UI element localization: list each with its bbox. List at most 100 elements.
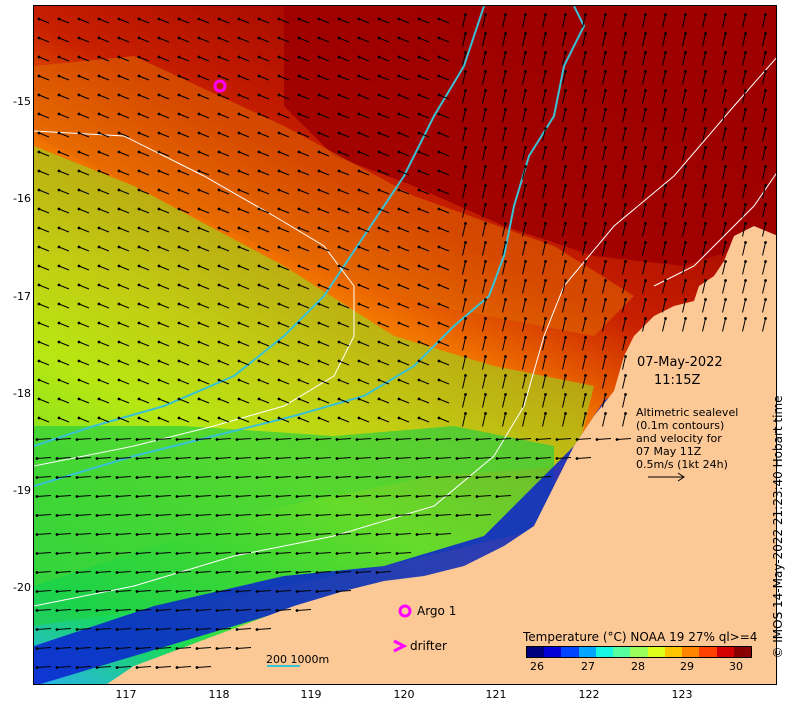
- vector-head: [197, 264, 201, 268]
- vector-head: [375, 571, 379, 574]
- velocity-vector: [58, 113, 70, 119]
- vector-head: [624, 165, 627, 168]
- velocity-vector: [516, 457, 532, 459]
- vector-head: [357, 283, 361, 287]
- velocity-vector: [378, 246, 390, 252]
- velocity-vector: [602, 337, 606, 351]
- vector-head: [484, 146, 487, 149]
- vector-head: [277, 188, 281, 192]
- vector-head: [177, 169, 181, 173]
- velocity-vector: [562, 52, 566, 66]
- velocity-vector: [198, 56, 210, 62]
- velocity-vector: [542, 52, 546, 66]
- vector-head: [217, 340, 221, 344]
- velocity-vector: [176, 666, 192, 668]
- velocity-vector: [742, 299, 746, 313]
- velocity-vector: [216, 533, 232, 535]
- x-tick: 117: [115, 688, 137, 701]
- velocity-vector: [158, 265, 170, 271]
- velocity-vector: [36, 647, 52, 649]
- velocity-vector: [36, 552, 52, 554]
- vector-head: [97, 321, 101, 325]
- velocity-vector: [742, 109, 746, 123]
- vector-head: [117, 397, 121, 401]
- vector-head: [117, 416, 121, 420]
- vector-head: [217, 112, 221, 116]
- vector-head: [277, 302, 281, 306]
- velocity-vector: [336, 571, 352, 573]
- vector-head: [215, 514, 219, 517]
- vector-head: [724, 260, 727, 263]
- vector-head: [564, 184, 567, 187]
- vector-head: [544, 13, 547, 16]
- velocity-vector: [298, 18, 310, 24]
- velocity-vector: [398, 322, 410, 328]
- vector-head: [564, 279, 567, 282]
- vector-head: [335, 457, 339, 460]
- vector-head: [744, 108, 747, 111]
- velocity-vector: [378, 113, 390, 119]
- vector-head: [217, 416, 221, 420]
- velocity-vector: [296, 438, 312, 440]
- velocity-vector: [358, 360, 370, 366]
- colorbar-segment: [613, 647, 631, 657]
- vector-head: [55, 590, 59, 593]
- vector-head: [297, 226, 301, 230]
- vector-head: [197, 283, 201, 287]
- vector-head: [277, 416, 281, 420]
- vector-head: [135, 533, 139, 536]
- argo-float-marker[interactable]: [213, 79, 227, 93]
- vector-head: [277, 93, 281, 97]
- velocity-vector: [78, 360, 90, 366]
- velocity-vector: [602, 90, 606, 104]
- velocity-vector: [258, 265, 270, 271]
- vector-head: [237, 55, 241, 59]
- vector-head: [157, 55, 161, 59]
- vector-head: [75, 590, 79, 593]
- vector-head: [175, 628, 179, 631]
- vector-head: [117, 17, 121, 21]
- vector-head: [684, 279, 687, 282]
- velocity-vector: [582, 223, 586, 237]
- velocity-vector: [238, 227, 250, 233]
- velocity-vector: [476, 457, 492, 459]
- velocity-vector: [198, 322, 210, 328]
- vector-head: [377, 397, 381, 401]
- argo-legend-label: Argo 1: [417, 604, 457, 618]
- vector-head: [464, 241, 467, 244]
- vector-head: [484, 260, 487, 263]
- vector-head: [315, 552, 319, 555]
- velocity-vector: [98, 151, 110, 157]
- vector-head: [137, 131, 141, 135]
- vector-head: [297, 150, 301, 154]
- velocity-vector: [278, 398, 290, 404]
- vector-head: [704, 203, 707, 206]
- vector-head: [257, 150, 261, 154]
- velocity-vector: [158, 379, 170, 385]
- velocity-vector: [522, 318, 526, 332]
- vector-head: [437, 112, 441, 116]
- velocity-vector: [482, 318, 486, 332]
- vector-head: [317, 188, 321, 192]
- vector-head: [744, 203, 747, 206]
- velocity-vector: [116, 476, 132, 478]
- velocity-vector: [178, 113, 190, 119]
- velocity-vector: [582, 261, 586, 275]
- vector-head: [157, 36, 161, 40]
- vector-head: [177, 283, 181, 287]
- colorbar-segment: [647, 647, 665, 657]
- vector-head: [624, 412, 627, 415]
- velocity-vector: [238, 56, 250, 62]
- vector-head: [464, 374, 467, 377]
- velocity-vector: [178, 398, 190, 404]
- altimetry-note: Altimetric sealevel (0.1m contours) and …: [636, 406, 738, 471]
- isobath-200m: [34, 6, 586, 487]
- vector-head: [295, 609, 299, 612]
- vector-head: [57, 283, 61, 287]
- vector-head: [564, 222, 567, 225]
- vector-head: [77, 416, 81, 420]
- velocity-vector: [316, 457, 332, 459]
- velocity-vector: [258, 18, 270, 24]
- vector-head: [117, 55, 121, 59]
- velocity-vector: [762, 147, 766, 161]
